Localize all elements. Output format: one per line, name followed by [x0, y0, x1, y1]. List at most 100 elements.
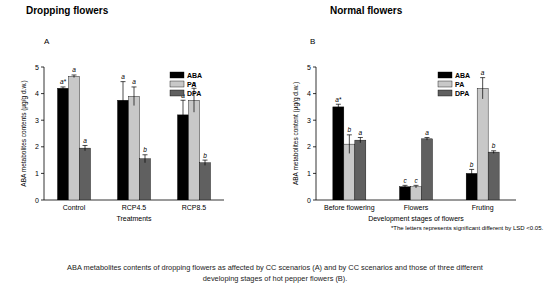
significance-letter: b [470, 161, 474, 168]
y-tick [41, 120, 44, 121]
error-cap [414, 185, 419, 186]
y-axis [44, 67, 45, 200]
error-cap [336, 104, 341, 105]
y-tick [41, 93, 44, 94]
error-bar [61, 87, 66, 90]
error-cap [83, 145, 88, 146]
legend-swatch [438, 81, 452, 87]
error-cap [181, 100, 186, 101]
bar [411, 187, 422, 200]
y-tick-label: 4 [307, 90, 311, 97]
error-line [482, 78, 483, 99]
panel-label: B [310, 37, 315, 46]
error-line [493, 151, 494, 154]
bar [140, 159, 151, 200]
y-tick [41, 173, 44, 174]
error-cap [358, 137, 363, 138]
legend-swatch [438, 90, 452, 96]
y-tick [41, 200, 44, 201]
error-bar [403, 185, 408, 188]
panel: Dropping flowersA012345ABA metabolites c… [20, 5, 224, 222]
legend: ABAPADPA [170, 72, 202, 97]
significance-letter: a* [60, 78, 67, 85]
x-tick-label: RCP4.5 [122, 204, 147, 211]
x-tick-label: Fruting [472, 204, 494, 212]
error-bar [83, 145, 88, 150]
significance-letter: a [72, 66, 76, 73]
significance-letter: a [425, 129, 429, 136]
x-tick-label: Flowers [404, 204, 429, 211]
bar [477, 88, 488, 200]
bar [189, 100, 200, 200]
significance-letter: c [414, 177, 418, 184]
legend-label: ABA [187, 72, 202, 79]
legend-label: DPA [455, 90, 469, 97]
x-label: Treatments [116, 215, 152, 222]
significance-letter: a [132, 78, 136, 85]
error-line [338, 104, 339, 109]
error-bar [203, 160, 208, 165]
annotation: *The letters represents significant diff… [391, 225, 543, 231]
y-tick-label: 2 [307, 143, 311, 150]
error-bar [143, 155, 148, 163]
error-bar [358, 137, 363, 142]
error-line [360, 137, 361, 142]
error-line [416, 185, 417, 188]
error-cap [121, 81, 126, 82]
legend-swatch [438, 72, 452, 78]
significance-letter: c [403, 177, 407, 184]
error-bar [491, 151, 496, 154]
title: Dropping flowers [26, 5, 109, 16]
legend-swatch [170, 90, 184, 96]
error-line [427, 137, 428, 140]
bar [355, 140, 366, 200]
error-cap [143, 154, 148, 155]
error-cap [347, 134, 352, 135]
y-tick-label: 0 [307, 197, 311, 204]
error-line [349, 135, 350, 154]
y-tick [313, 120, 316, 121]
legend-label: DPA [187, 90, 201, 97]
y-axis [316, 67, 317, 200]
error-bar [480, 78, 485, 99]
legend-swatch [170, 81, 184, 87]
error-bar [132, 87, 137, 106]
error-bar [181, 100, 186, 129]
significance-letter: b [348, 126, 352, 133]
significance-letter: b [143, 146, 147, 153]
title: Normal flowers [330, 5, 403, 16]
y-tick-label: 5 [307, 64, 311, 71]
error-bar [72, 75, 77, 78]
y-tick [313, 173, 316, 174]
error-line [183, 100, 184, 129]
marks [58, 75, 211, 200]
x-tick-label: RCP8.5 [182, 204, 207, 211]
y-tick-label: 1 [307, 170, 311, 177]
error-line [205, 160, 206, 165]
legend: ABAPADPA [438, 72, 470, 97]
marks [333, 78, 499, 200]
error-bar [121, 82, 126, 119]
y-tick [41, 67, 44, 68]
error-cap [132, 86, 137, 87]
y-tick-label: 2 [35, 143, 39, 150]
error-bar [414, 185, 419, 188]
error-line [85, 145, 86, 150]
bar [400, 187, 411, 200]
y-tick-label: 3 [307, 117, 311, 124]
significance-letter: a [481, 69, 485, 76]
error-line [74, 75, 75, 78]
error-cap [72, 74, 77, 75]
y-tick [41, 146, 44, 147]
bar [69, 76, 80, 200]
bar [58, 88, 69, 200]
error-line [134, 87, 135, 106]
y-label: ABA metabolites content (µg/g d.w.) [292, 82, 300, 185]
legend-label: PA [455, 81, 464, 88]
legend-swatch [170, 72, 184, 78]
panel: Normal flowers B 0 1 2 3 4 5 ABA metabolites con… [292, 5, 543, 231]
error-cap [491, 150, 496, 151]
significance-letter: b [492, 142, 496, 149]
bar [333, 107, 344, 200]
bar [80, 148, 91, 200]
